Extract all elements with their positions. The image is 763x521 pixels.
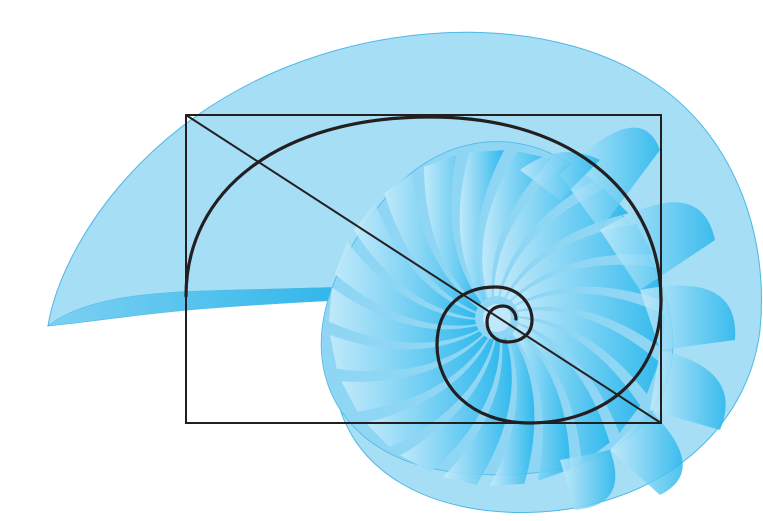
outer-chamber-fin	[610, 410, 683, 495]
chamber-septum	[334, 241, 476, 326]
chamber-septum	[515, 293, 665, 349]
chamber-septum	[518, 318, 641, 434]
rectangle-diagonal	[185, 114, 662, 424]
chamber-septum	[329, 331, 483, 372]
chamber-septum	[512, 329, 570, 481]
chamber-septum	[518, 310, 660, 395]
chamber-septum	[459, 150, 504, 302]
chamber-septum	[511, 264, 665, 305]
chamber-septum	[400, 339, 501, 473]
chamber-septum	[516, 324, 610, 463]
outer-chamber-fin	[600, 202, 715, 290]
outer-chamber-fin	[560, 450, 616, 510]
chamber-septum	[443, 338, 512, 485]
golden-spiral	[184, 115, 663, 425]
chamber-septum	[482, 151, 551, 298]
chamber-septum	[365, 338, 494, 448]
chamber-septum	[384, 173, 478, 312]
chamber-septum	[490, 334, 535, 486]
chamber-septum	[424, 155, 482, 307]
chamber-septum	[329, 287, 479, 343]
outer-chamber-fin	[640, 285, 736, 350]
outer-chamber-fin	[520, 152, 600, 200]
golden-rectangle	[185, 114, 662, 424]
chamber-septum	[341, 335, 488, 412]
chamber-septum	[353, 202, 476, 318]
outer-chamber-fin	[650, 350, 726, 430]
